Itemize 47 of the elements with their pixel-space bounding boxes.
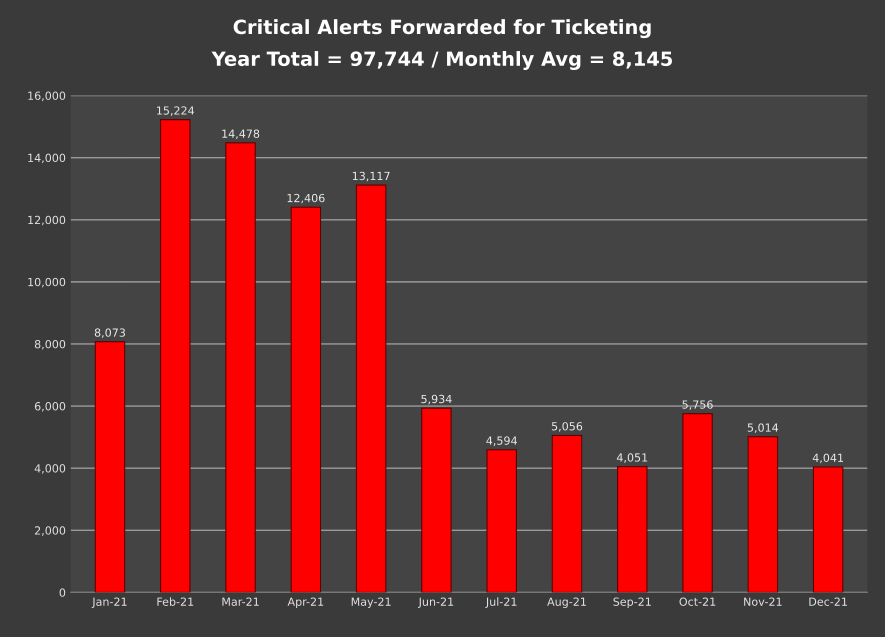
x-tick-label: Dec-21 [809,597,847,606]
bar [486,449,517,592]
data-label: 5,014 [748,423,778,433]
data-label: 12,406 [288,194,325,204]
bar [812,466,844,592]
chart-title: Critical Alerts Forwarded for Ticketing [234,19,651,38]
bar [682,413,713,592]
y-tick-label: 4,000 [34,464,66,474]
x-tick-label: Feb-21 [157,597,194,606]
bar [94,341,126,592]
data-label: 13,117 [352,172,390,182]
data-label: 5,934 [421,394,452,404]
x-tick-label: Mar-21 [222,597,259,606]
x-tick-label: Aug-21 [547,597,586,608]
bar [421,408,452,592]
bar [748,436,778,592]
bar [356,184,386,592]
x-tick-label: Jan-21 [92,597,127,608]
y-tick-label: 6,000 [34,402,66,412]
x-tick-label: Sep-21 [613,597,651,608]
y-tick-label: 0 [60,588,66,597]
data-label: 5,056 [552,422,582,432]
y-tick-label: 2,000 [34,526,66,536]
x-tick-label: Jun-21 [418,597,454,608]
y-tick-label: 8,000 [34,340,66,350]
x-tick-label: May-21 [352,597,391,608]
data-label: 8,073 [94,328,125,338]
y-tick-label: 10,000 [28,278,66,288]
bar [290,206,322,592]
y-tick-label: 14,000 [28,154,66,164]
x-tick-label: Apr-21 [288,597,324,608]
y-tick-label: 16,000 [28,92,66,102]
bar [160,119,191,592]
data-label: 4,041 [812,454,844,464]
x-tick-label: Oct-21 [680,597,716,606]
data-label: 4,051 [616,453,648,463]
data-label: 4,594 [486,436,517,446]
chart-subtitle: Year Total = 97,744 / Monthly Avg = 8,145 [211,51,672,70]
x-tick-label: Nov-21 [744,597,782,606]
x-tick-label: Jul-21 [485,597,516,608]
bar [552,434,582,592]
bar [225,142,256,592]
data-label: 14,478 [222,129,260,140]
bar [617,466,648,592]
y-tick-label: 12,000 [28,216,66,226]
data-label: 5,756 [682,400,713,410]
data-label: 15,224 [157,106,194,116]
